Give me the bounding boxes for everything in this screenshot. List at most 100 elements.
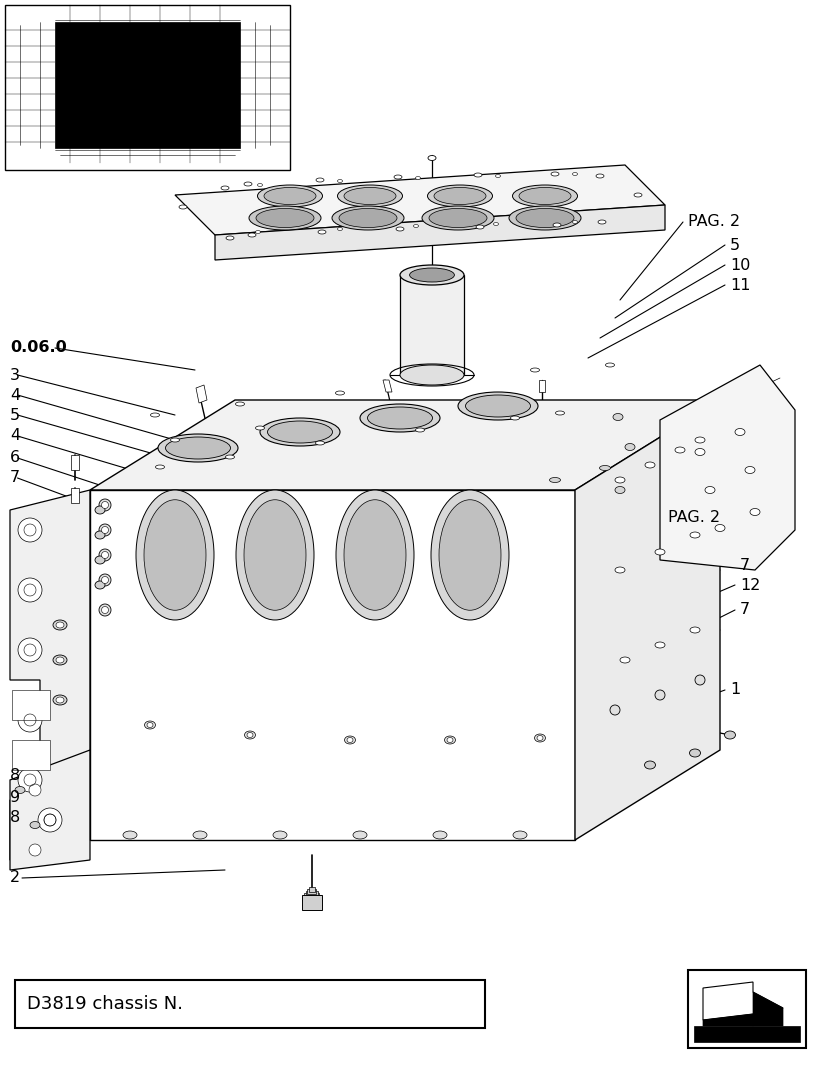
- Circle shape: [18, 578, 42, 602]
- Ellipse shape: [102, 576, 108, 584]
- Ellipse shape: [221, 186, 229, 190]
- Ellipse shape: [344, 735, 355, 744]
- Ellipse shape: [655, 549, 665, 555]
- Ellipse shape: [400, 365, 464, 385]
- Ellipse shape: [235, 402, 244, 406]
- Ellipse shape: [236, 490, 314, 620]
- Text: 5: 5: [730, 237, 740, 252]
- Polygon shape: [703, 1014, 753, 1026]
- Ellipse shape: [435, 378, 445, 382]
- Polygon shape: [10, 490, 90, 859]
- Ellipse shape: [258, 184, 263, 186]
- Ellipse shape: [625, 444, 635, 450]
- Polygon shape: [303, 895, 321, 900]
- Text: 7: 7: [740, 603, 750, 618]
- Text: 0.06.0: 0.06.0: [10, 341, 67, 356]
- Circle shape: [655, 690, 665, 700]
- Ellipse shape: [613, 414, 623, 420]
- Ellipse shape: [400, 265, 464, 285]
- Ellipse shape: [165, 437, 230, 459]
- Text: 7: 7: [740, 558, 750, 573]
- Ellipse shape: [690, 749, 701, 757]
- Ellipse shape: [56, 622, 64, 628]
- Text: 12: 12: [740, 577, 761, 592]
- Ellipse shape: [99, 524, 111, 536]
- Polygon shape: [12, 690, 50, 721]
- Ellipse shape: [415, 428, 425, 432]
- Ellipse shape: [179, 205, 187, 210]
- Ellipse shape: [244, 182, 252, 186]
- Polygon shape: [55, 22, 240, 148]
- Ellipse shape: [495, 174, 500, 177]
- Ellipse shape: [634, 193, 642, 197]
- Polygon shape: [400, 275, 464, 375]
- Ellipse shape: [530, 368, 540, 372]
- Ellipse shape: [158, 434, 238, 462]
- Text: 6: 6: [10, 450, 20, 465]
- Ellipse shape: [155, 465, 164, 469]
- Ellipse shape: [244, 731, 255, 739]
- Ellipse shape: [572, 172, 577, 175]
- Ellipse shape: [339, 208, 397, 228]
- Ellipse shape: [247, 732, 253, 738]
- Ellipse shape: [439, 499, 501, 610]
- Ellipse shape: [318, 230, 326, 234]
- Ellipse shape: [99, 549, 111, 561]
- Ellipse shape: [690, 532, 700, 538]
- Ellipse shape: [645, 761, 656, 769]
- Ellipse shape: [519, 187, 571, 204]
- Ellipse shape: [347, 738, 353, 743]
- Polygon shape: [306, 890, 318, 896]
- Ellipse shape: [99, 604, 111, 616]
- Ellipse shape: [147, 723, 153, 728]
- Ellipse shape: [256, 208, 314, 228]
- Ellipse shape: [675, 447, 685, 453]
- Ellipse shape: [513, 185, 577, 207]
- Ellipse shape: [99, 499, 111, 511]
- Ellipse shape: [95, 531, 105, 539]
- Polygon shape: [71, 489, 79, 503]
- Circle shape: [18, 708, 42, 732]
- Ellipse shape: [596, 174, 604, 179]
- Ellipse shape: [255, 231, 260, 233]
- Ellipse shape: [394, 175, 402, 179]
- Polygon shape: [15, 980, 485, 1028]
- Ellipse shape: [550, 478, 560, 482]
- Ellipse shape: [123, 831, 137, 839]
- Ellipse shape: [30, 821, 40, 828]
- Polygon shape: [575, 400, 720, 840]
- Ellipse shape: [745, 466, 755, 474]
- Polygon shape: [12, 740, 50, 770]
- Ellipse shape: [458, 392, 538, 420]
- Ellipse shape: [344, 499, 406, 610]
- Ellipse shape: [447, 738, 453, 743]
- Ellipse shape: [255, 427, 264, 430]
- Polygon shape: [309, 887, 315, 892]
- Ellipse shape: [53, 655, 67, 665]
- Text: 11: 11: [730, 278, 751, 293]
- Circle shape: [610, 704, 620, 715]
- Ellipse shape: [615, 567, 625, 573]
- Circle shape: [695, 675, 705, 685]
- Ellipse shape: [396, 227, 404, 231]
- Circle shape: [29, 784, 41, 796]
- Ellipse shape: [338, 180, 343, 183]
- Ellipse shape: [431, 490, 509, 620]
- Ellipse shape: [15, 787, 25, 793]
- Ellipse shape: [258, 185, 323, 207]
- Ellipse shape: [336, 490, 414, 620]
- Polygon shape: [383, 379, 392, 392]
- Ellipse shape: [244, 499, 306, 610]
- Circle shape: [18, 518, 42, 542]
- Circle shape: [38, 808, 62, 832]
- Ellipse shape: [226, 236, 234, 241]
- Polygon shape: [308, 889, 316, 894]
- Ellipse shape: [56, 697, 64, 703]
- Text: 9: 9: [10, 790, 20, 806]
- Ellipse shape: [553, 223, 561, 227]
- Polygon shape: [215, 205, 665, 260]
- Ellipse shape: [332, 206, 404, 230]
- Text: 8: 8: [10, 810, 20, 825]
- Ellipse shape: [494, 222, 499, 226]
- Ellipse shape: [315, 441, 324, 445]
